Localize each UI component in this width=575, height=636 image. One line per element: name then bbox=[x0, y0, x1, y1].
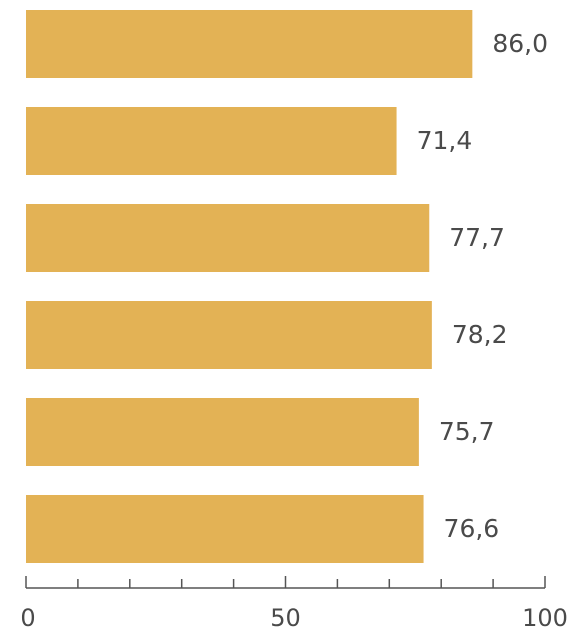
bars-group bbox=[26, 10, 473, 563]
bar-6 bbox=[26, 495, 424, 563]
bar-4 bbox=[26, 301, 432, 369]
x-tick-label-100: 100 bbox=[522, 604, 568, 632]
bar-5 bbox=[26, 398, 419, 466]
bar-value-label-5: 75,7 bbox=[439, 417, 495, 446]
x-tick-label-0: 0 bbox=[20, 604, 35, 632]
bar-value-label-6: 76,6 bbox=[444, 514, 500, 543]
bar-2 bbox=[26, 107, 397, 175]
x-tick-label-50: 50 bbox=[270, 604, 301, 632]
x-axis: 0 50 100 bbox=[20, 576, 568, 632]
value-labels-group: 86,0 71,4 77,7 78,2 75,7 76,6 bbox=[417, 29, 548, 543]
bar-1 bbox=[26, 10, 473, 78]
bar-value-label-2: 71,4 bbox=[417, 126, 473, 155]
bar-value-label-3: 77,7 bbox=[449, 223, 505, 252]
bar-value-label-1: 86,0 bbox=[492, 29, 548, 58]
bar-3 bbox=[26, 204, 430, 272]
bar-value-label-4: 78,2 bbox=[452, 320, 508, 349]
